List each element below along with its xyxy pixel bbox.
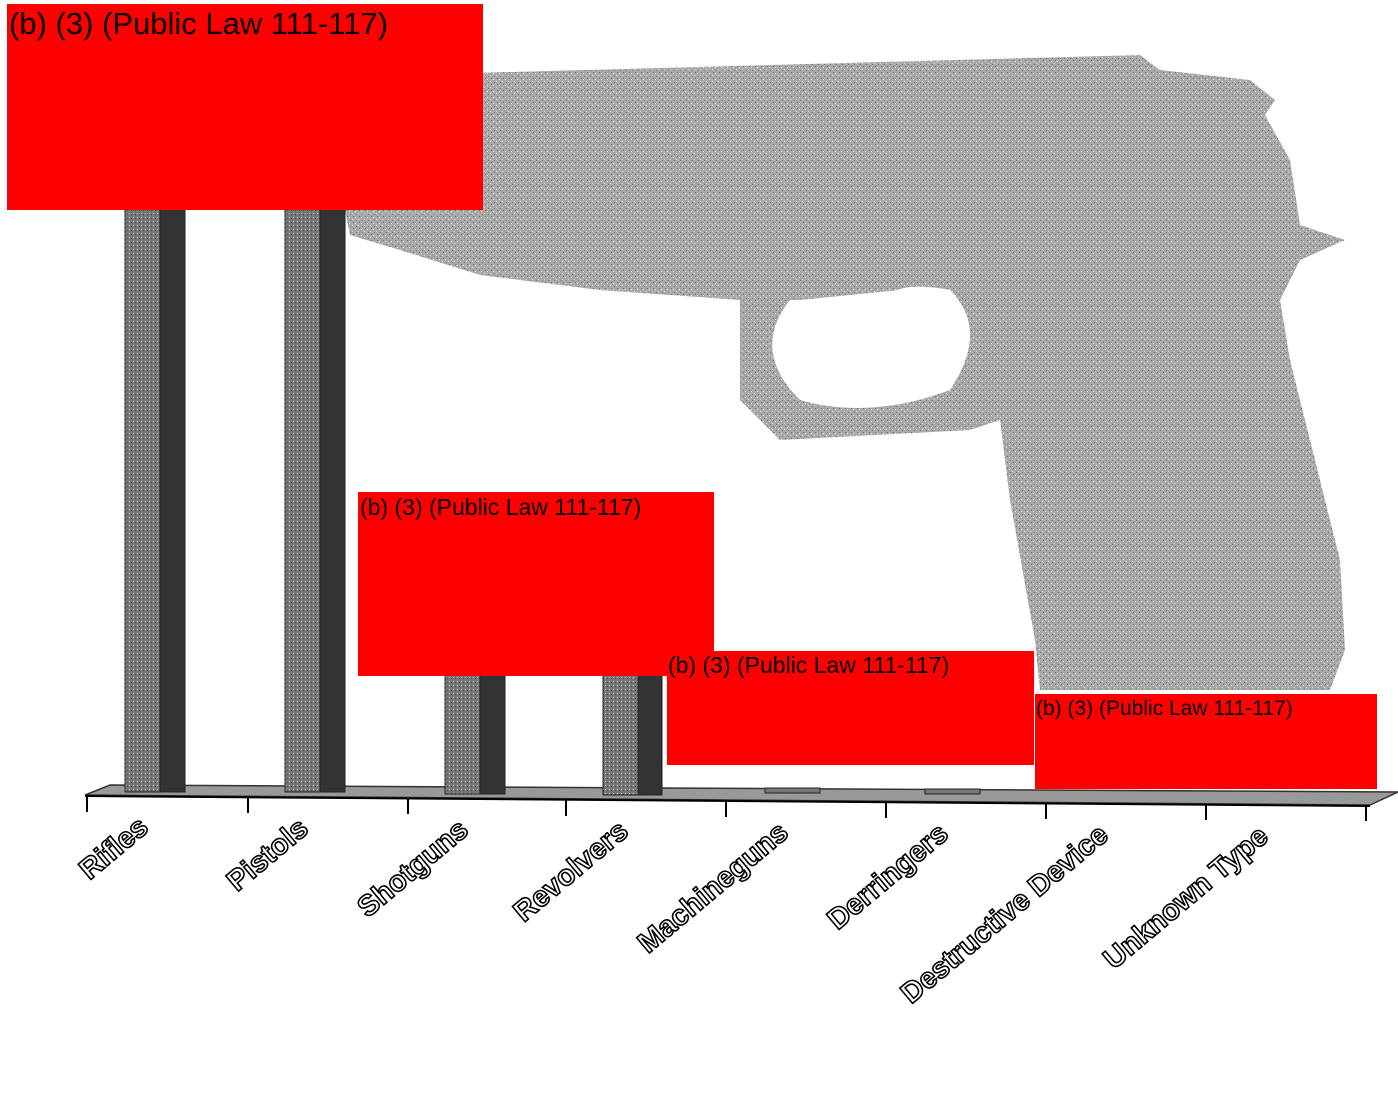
redaction-box <box>667 651 1034 765</box>
redaction-label: (b) (3) (Public Law 111-117) <box>9 6 388 41</box>
x-tick-label: Derringers <box>822 817 955 936</box>
axis-line <box>84 795 1371 807</box>
redaction-box <box>358 492 714 676</box>
bars <box>124 199 981 796</box>
x-tick-label: Pistols <box>221 812 314 898</box>
x-tick-label: Revolvers <box>508 815 635 929</box>
axis-ticks <box>86 796 1367 821</box>
pistol-picture <box>345 55 1345 690</box>
redaction-box <box>7 4 483 210</box>
x-tick-label: Rifles <box>73 811 154 886</box>
trigger-guard-hole <box>772 286 970 408</box>
category-labels: Rifles Pistols Shotguns RevolversMachinegun… <box>73 810 1276 1011</box>
redaction-label: (b) (3) (Public Law 111-117) <box>668 652 949 678</box>
x-tick-label: Shotguns <box>352 813 475 923</box>
redaction-label: (b) (3) (Public Law 111-117) <box>360 494 641 520</box>
redaction-label: (b) (3) (Public Law 111-117) <box>1036 697 1293 720</box>
redaction-box <box>1035 694 1377 789</box>
x-tick-label: Machineguns <box>632 816 795 960</box>
x-tick-label: Unknown Type <box>1098 820 1275 976</box>
